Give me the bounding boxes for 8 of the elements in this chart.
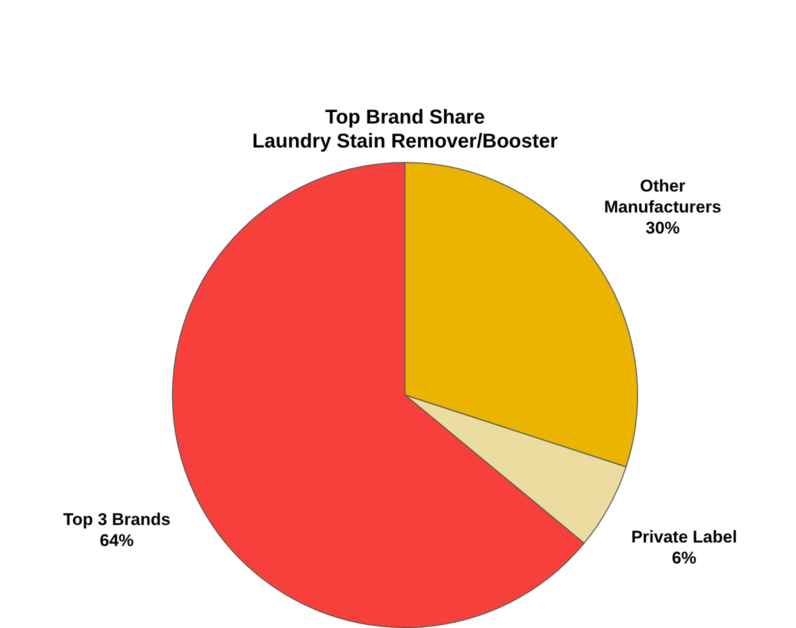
data-label: 30%	[646, 218, 680, 238]
data-label: 64%	[100, 530, 134, 550]
slice-label: Private Label	[631, 528, 738, 547]
slice-label: Other Manufacturers	[604, 176, 722, 216]
text: Laundry Stain Remover/Booster	[252, 130, 558, 153]
data-label: 6%	[672, 548, 696, 568]
slice-label: Top 3 Brands	[63, 510, 170, 529]
text: Top Brand Share	[325, 106, 485, 129]
